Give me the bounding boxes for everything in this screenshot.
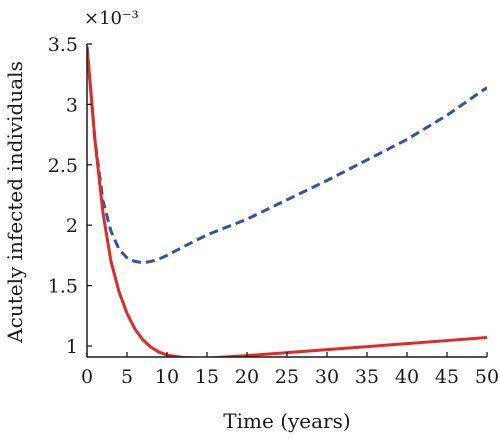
- y-tick-label: 2.5: [48, 155, 78, 177]
- y-multiplier-label: ×10⁻³: [84, 8, 139, 29]
- x-tick-label: 25: [275, 366, 299, 388]
- x-tick-label: 15: [195, 366, 219, 388]
- y-tick-label: 3: [66, 94, 78, 116]
- x-tick-label: 40: [395, 366, 419, 388]
- axes: 0 5 10 15 20 25 30 35 40 45 50 1 1.5 2 2.5 3 3.5: [48, 34, 499, 388]
- x-axis-title: Time (years): [223, 409, 350, 433]
- y-axis-title: Acutely infected individuals: [3, 61, 27, 344]
- y-tick-label: 1.5: [48, 276, 78, 298]
- series-line-2: [87, 46, 487, 357]
- x-tick-label: 0: [81, 366, 93, 388]
- x-tick-label: 30: [315, 366, 339, 388]
- x-tick-label: 35: [355, 366, 379, 388]
- x-tick-label: 10: [155, 366, 179, 388]
- plot-area: [87, 46, 487, 357]
- y-tick-label: 1: [66, 336, 78, 358]
- x-tick-label: 50: [475, 366, 499, 388]
- x-tick-label: 5: [121, 366, 133, 388]
- y-tick-label: 2: [66, 215, 78, 237]
- series-line-1: [87, 46, 487, 265]
- x-tick-label: 20: [235, 366, 259, 388]
- x-tick-label: 45: [435, 366, 459, 388]
- y-tick-label: 3.5: [48, 34, 78, 56]
